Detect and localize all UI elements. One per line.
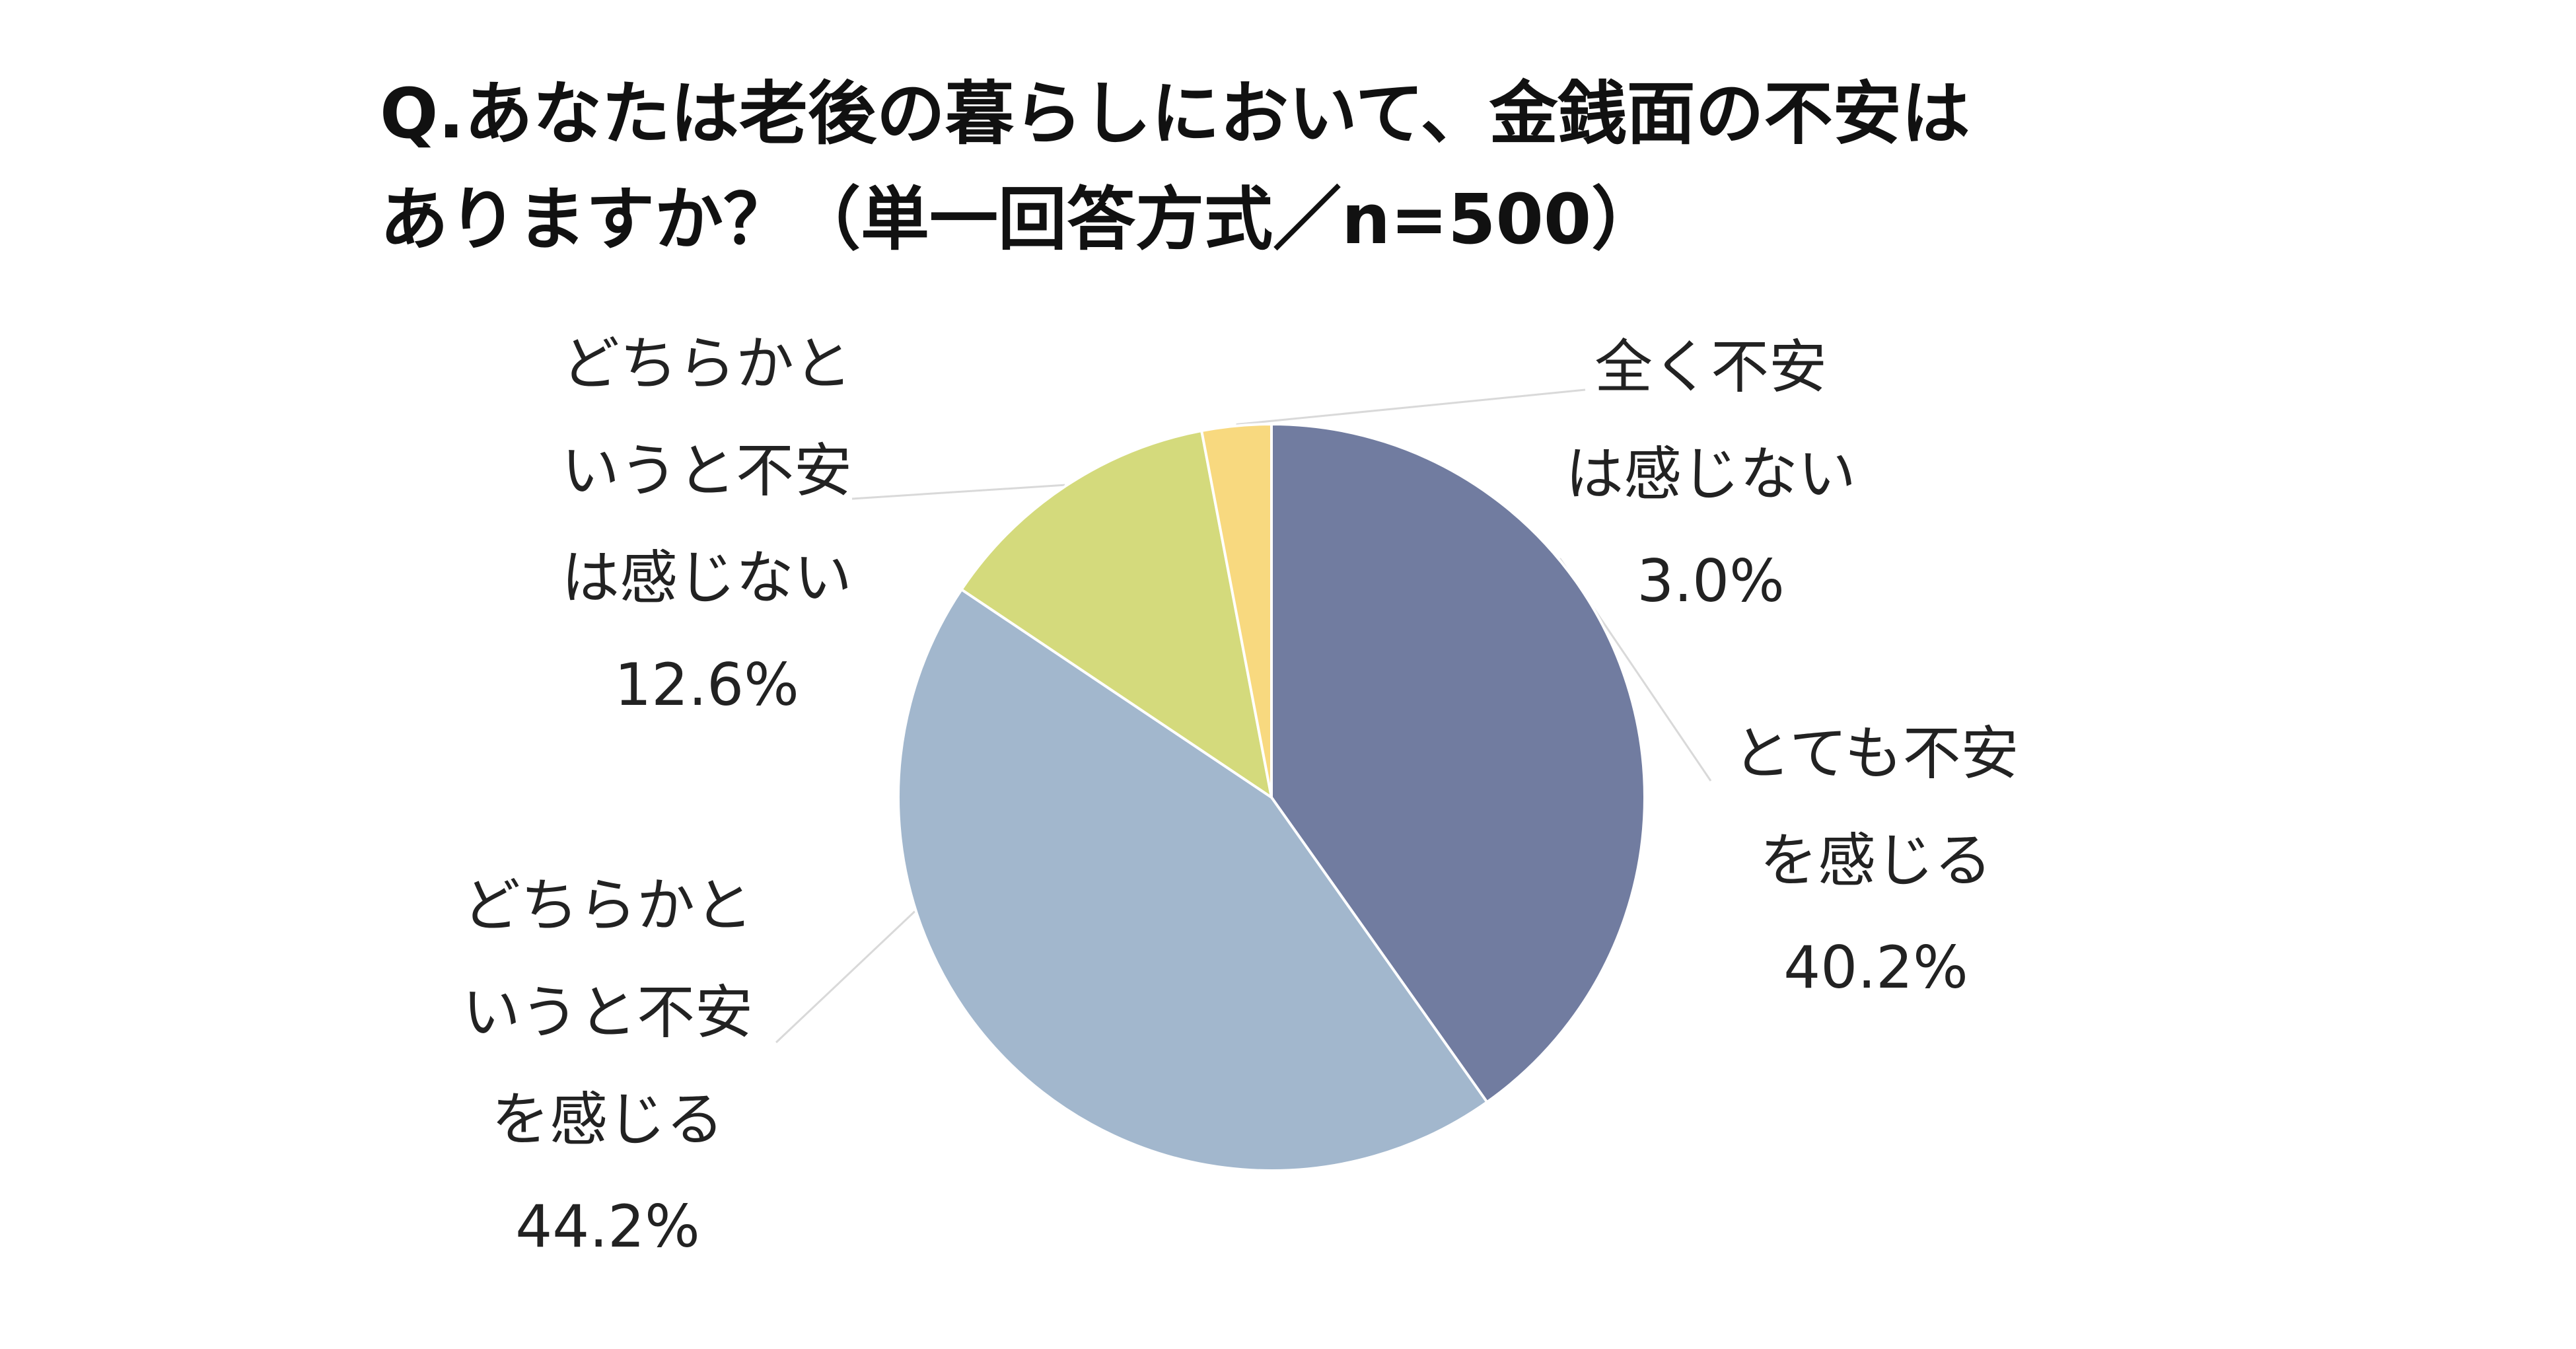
slice-value-label: 40.2% [1783,933,1968,1002]
leader-line-somewhat-not-anxious [851,484,1065,500]
slice-label-somewhat-not-anxious: どちらかと いうと不安 は感じない 12.6% [535,310,878,739]
slice-label-line: とても不安 [1733,719,2019,787]
slice-label-line: どちらかと [561,330,852,398]
slice-very-anxious [1270,422,1646,1105]
slice-label-line: いうと不安 [561,437,852,505]
leader-line-somewhat-anxious [775,910,915,1044]
pie-slices [897,422,1646,1172]
slice-label-line: を感じる [1759,826,1992,894]
slice-label-not-anxious-at-all: 全く不安 は感じない 3.0% [1539,314,1882,635]
slice-somewhat-anxious [897,587,1489,1172]
chart-title-line-2: ありますか？（単一回答方式／n=500） [380,179,1661,260]
slice-label-line: は感じない [1565,440,1856,508]
slice-label-line: を感じる [491,1085,724,1153]
leader-line-not-anxious-at-all [1236,388,1586,425]
slice-label-line: どちらかと [462,871,753,939]
slice-label-line: いうと不安 [462,978,753,1046]
slice-not-anxious-at-all [1199,422,1273,798]
slice-label-line: 全く不安 [1594,333,1827,401]
slice-value-label: 44.2% [515,1192,700,1260]
slice-somewhat-not-anxious [959,429,1273,801]
slice-label-very-anxious: とても不安 を感じる 40.2% [1704,700,2048,1021]
slice-value-label: 3.0% [1637,547,1785,615]
slice-label-somewhat-anxious: どちらかと いうと不安 を感じる 44.2% [436,852,779,1280]
slice-value-label: 12.6% [614,651,799,719]
chart-title: Q.あなたは老後の暮らしにおいて、金銭面の不安は ありますか？（単一回答方式／n… [380,61,2361,272]
slice-label-line: は感じない [561,544,852,612]
chart-title-line-1: Q.あなたは老後の暮らしにおいて、金銭面の不安は [380,73,1970,154]
